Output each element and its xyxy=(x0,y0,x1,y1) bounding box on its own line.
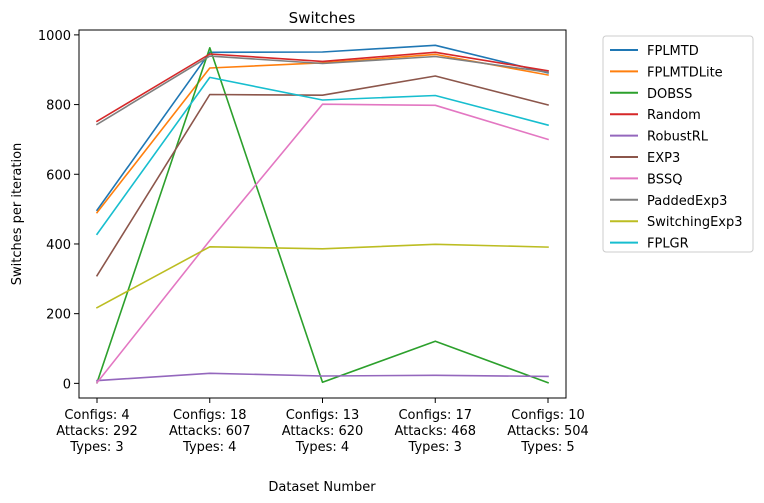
legend-entry: PaddedExp3 xyxy=(647,194,727,209)
x-tick-label-line: Types: 3 xyxy=(69,440,123,455)
x-tick-label-line: Attacks: 292 xyxy=(56,424,138,439)
legend-entry: FPLMTD xyxy=(647,44,699,59)
legend-frame xyxy=(602,35,754,253)
x-tick-label-line: Types: 4 xyxy=(182,440,236,455)
x-tick-label-line: Configs: 17 xyxy=(398,408,472,423)
y-axis: 0 200 400 600 800 1000 xyxy=(38,29,79,392)
legend: FPLMTD FPLMTDLite DOBSS Random RobustRL EXP3 B… xyxy=(602,35,754,253)
plot-frame xyxy=(78,29,567,399)
y-tick-label: 0 xyxy=(63,377,71,392)
legend-entry: DOBSS xyxy=(647,87,692,102)
x-tick-label-line: Attacks: 607 xyxy=(169,424,251,439)
series-line-robustrl xyxy=(96,372,549,382)
x-tick-label-line: Configs: 4 xyxy=(64,408,129,423)
x-axis-title: Dataset Number xyxy=(268,480,376,495)
legend-entry: FPLGR xyxy=(647,237,689,252)
legend-entry: RobustRL xyxy=(647,130,709,145)
chart-title: Switches xyxy=(289,9,356,27)
series-line-bssq xyxy=(95,103,549,384)
x-tick-label: Configs: 10 Attacks: 504 Types: 5 xyxy=(507,408,589,455)
plot-lines xyxy=(95,44,550,384)
x-tick-label-line: Types: 5 xyxy=(520,440,574,455)
x-tick-label-line: Attacks: 504 xyxy=(507,424,589,439)
y-tick-label: 400 xyxy=(46,238,71,253)
y-tick-label: 200 xyxy=(46,308,71,323)
x-tick-label-line: Configs: 10 xyxy=(511,408,585,423)
x-tick-label-line: Attacks: 620 xyxy=(282,424,364,439)
x-tick-label: Configs: 4 Attacks: 292 Types: 3 xyxy=(56,408,138,455)
y-tick-label: 800 xyxy=(46,99,71,114)
series-line-fplmtdlite xyxy=(95,53,549,214)
x-tick-label-line: Types: 3 xyxy=(408,440,462,455)
x-tick-label: Configs: 17 Attacks: 468 Types: 3 xyxy=(394,408,476,455)
legend-entry: EXP3 xyxy=(647,151,680,166)
series-line-switchingexp3 xyxy=(95,243,549,309)
x-tick-label-line: Configs: 13 xyxy=(286,408,360,423)
legend-entry: BSSQ xyxy=(647,172,682,187)
series-line-random xyxy=(95,51,549,123)
x-tick-label: Configs: 13 Attacks: 620 Types: 4 xyxy=(282,408,364,455)
series-line-fplmtd xyxy=(95,44,549,212)
x-tick-label-line: Types: 4 xyxy=(295,440,349,455)
x-tick-label-line: Attacks: 468 xyxy=(394,424,476,439)
legend-entry: Random xyxy=(647,108,701,123)
y-tick-label: 600 xyxy=(46,168,71,183)
series-line-fplgr xyxy=(95,76,549,236)
legend-entry: SwitchingExp3 xyxy=(647,215,743,230)
y-tick-label: 1000 xyxy=(38,29,71,44)
series-line-dobss xyxy=(95,46,550,384)
series-line-paddedexp3 xyxy=(95,55,549,126)
legend-entry: FPLMTDLite xyxy=(647,65,723,80)
y-axis-title: Switches per iteration xyxy=(10,143,25,286)
series-line-exp3 xyxy=(95,75,549,277)
x-tick-label-line: Configs: 18 xyxy=(173,408,247,423)
x-tick-label: Configs: 18 Attacks: 607 Types: 4 xyxy=(169,408,251,455)
